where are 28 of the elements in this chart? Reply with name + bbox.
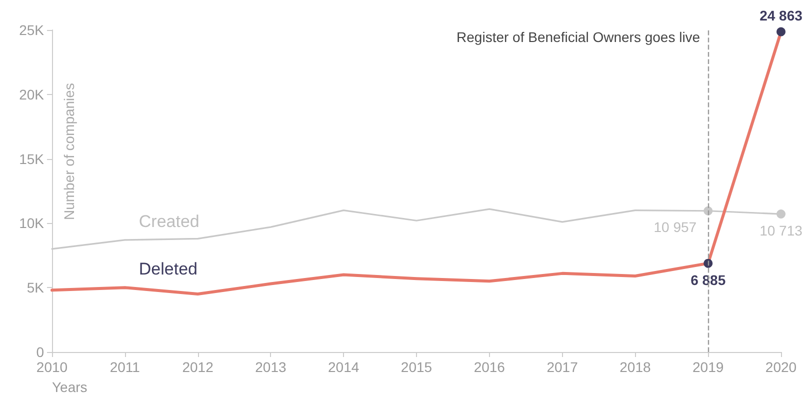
series-label: Deleted <box>138 260 198 279</box>
ref-line-label: Register of Beneficial Owners goes live <box>456 29 700 45</box>
data-label: 10 713 <box>760 222 803 239</box>
data-label: 6 885 <box>690 272 726 288</box>
y-tick-label: 5K <box>26 280 45 296</box>
point <box>704 206 713 216</box>
data-label: 10 957 <box>654 218 697 235</box>
x-tick-label: 2015 <box>400 359 432 375</box>
x-tick-label: 2010 <box>36 359 68 375</box>
x-tick-label: 2011 <box>110 359 140 375</box>
x-tick-label: 2012 <box>182 359 214 375</box>
x-tick-label: 2016 <box>474 359 506 375</box>
x-tick-label: 2014 <box>328 359 360 375</box>
series-label: Created <box>138 212 200 231</box>
x-tick-label: 2017 <box>546 359 578 375</box>
point <box>776 210 786 219</box>
x-tick-label: 2018 <box>620 359 651 375</box>
y-tick-label: 10K <box>19 215 45 232</box>
y-tick-label: 20K <box>19 86 45 102</box>
x-tick-label: 2013 <box>255 359 286 375</box>
x-tick-label: 2020 <box>765 359 797 375</box>
y-tick-label: 15K <box>19 150 45 167</box>
x-axis-title: Years <box>52 379 88 395</box>
y-tick-label: 0 <box>36 344 44 360</box>
x-tick-label: 2019 <box>692 359 724 375</box>
data-label: 24 863 <box>760 7 803 24</box>
y-tick-label: 25K <box>19 22 45 38</box>
y-axis-title: Number of companies <box>61 83 77 220</box>
